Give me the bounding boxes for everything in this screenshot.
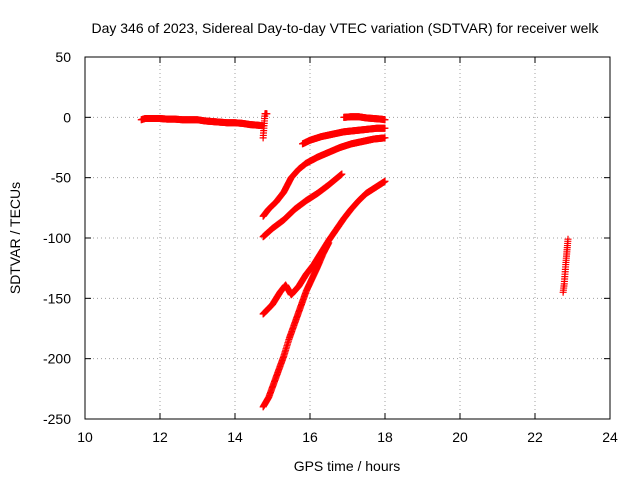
data-series xyxy=(259,170,346,241)
data-series xyxy=(559,235,572,296)
data-point xyxy=(263,110,271,118)
data-point xyxy=(338,170,346,178)
data-series xyxy=(259,239,333,411)
data-point xyxy=(381,124,389,132)
y-tick-label: -50 xyxy=(51,170,71,186)
plot-frame xyxy=(84,56,611,420)
grid xyxy=(85,57,610,419)
data-points xyxy=(137,110,572,411)
x-axis-label: GPS time / hours xyxy=(294,458,401,474)
data-point xyxy=(381,116,389,124)
x-tick-label: 18 xyxy=(377,429,393,445)
data-point xyxy=(564,235,572,243)
y-tick-label: -100 xyxy=(43,230,71,246)
y-tick-label: 50 xyxy=(55,49,71,65)
ticks: 10 12 14 16 18 20 22 24 -250 -200 -150 -100 -50 0 50 xyxy=(43,49,618,445)
data-series xyxy=(340,113,389,124)
x-tick-label: 20 xyxy=(452,429,468,445)
data-series xyxy=(137,115,267,130)
y-tick-label: 0 xyxy=(63,109,71,125)
x-tick-label: 22 xyxy=(527,429,543,445)
data-series xyxy=(259,177,389,318)
data-point xyxy=(381,177,389,185)
chart-title: Day 346 of 2023, Sidereal Day-to-day VTE… xyxy=(91,20,599,36)
x-tick-label: 12 xyxy=(152,429,168,445)
x-tick-label: 10 xyxy=(77,429,93,445)
y-tick-label: -200 xyxy=(43,351,71,367)
x-tick-label: 14 xyxy=(227,429,243,445)
data-point xyxy=(325,239,333,247)
y-tick-label: -250 xyxy=(43,411,71,427)
data-series xyxy=(259,110,271,142)
x-tick-label: 24 xyxy=(602,429,618,445)
y-axis-label: SDTVAR / TECUs xyxy=(7,182,23,294)
data-point xyxy=(381,134,389,142)
y-tick-label: -150 xyxy=(43,290,71,306)
data-series xyxy=(299,124,389,148)
data-series xyxy=(259,134,389,220)
x-tick-label: 16 xyxy=(302,429,318,445)
